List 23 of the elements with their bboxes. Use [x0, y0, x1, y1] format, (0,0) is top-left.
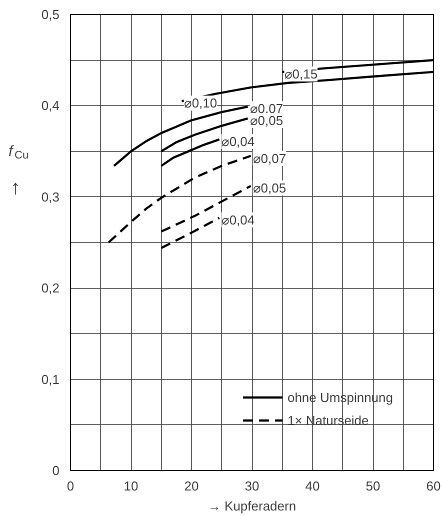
y-tick-label: 0,1 [41, 372, 60, 387]
annotation: ⌀0,07 [250, 101, 284, 116]
y-tick-label: 0,5 [41, 7, 60, 22]
y-tick-label: 0,3 [41, 189, 60, 204]
x-tick-label: 30 [244, 478, 260, 494]
x-tick-label: 50 [366, 478, 380, 494]
annotation: ⌀0,15 [284, 66, 318, 82]
annotation: ⌀0,04 [221, 134, 255, 149]
x-axis-title: → Kupferadern [208, 498, 296, 514]
line-series [160, 138, 220, 167]
annotation: ⌀0,05 [250, 112, 284, 128]
annotation: ⌀0,07 [252, 150, 286, 166]
x-tick-label: 40 [305, 478, 320, 494]
annotation: ⌀0,10 [184, 96, 218, 111]
x-tick-label: 0 [66, 478, 74, 494]
annotation: ⌀0,05 [252, 180, 286, 196]
x-tick-label: 10 [124, 478, 138, 494]
y-tick-label: 0,4 [41, 98, 60, 114]
annotation: ⌀0,04 [221, 212, 255, 228]
y-tick-label: 0 [52, 463, 60, 478]
x-tick-label: 20 [184, 478, 199, 494]
x-tick-label: 60 [426, 478, 441, 494]
y-tick-label: 0,2 [41, 280, 60, 296]
